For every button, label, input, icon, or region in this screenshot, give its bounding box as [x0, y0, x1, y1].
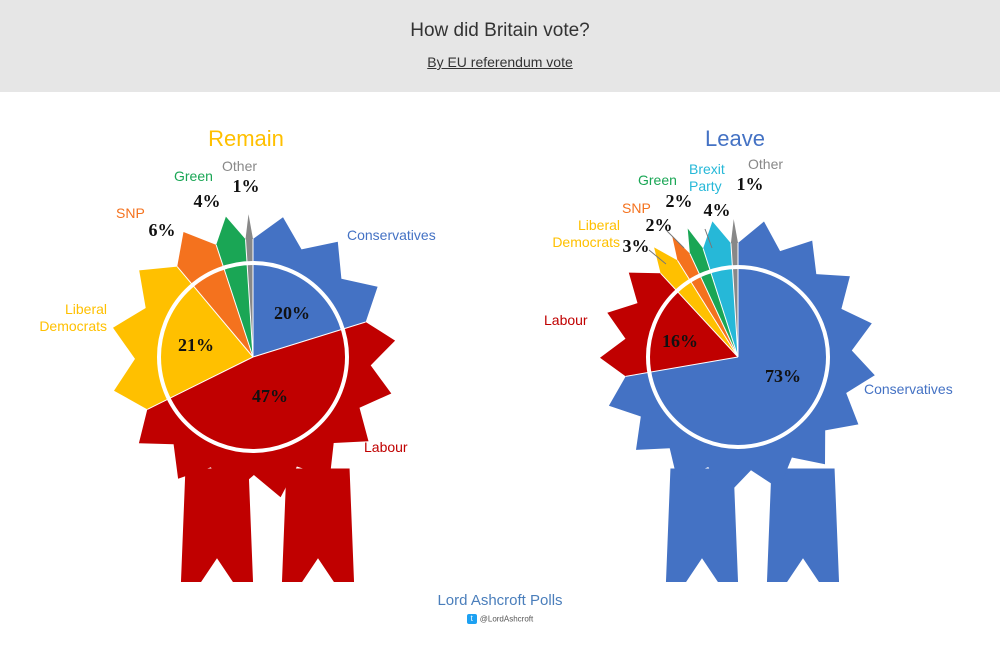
- leave-value-conservatives: 73%: [765, 366, 801, 386]
- remain-label-conservatives: Conservatives: [347, 227, 436, 243]
- remain-label-green: Green: [174, 168, 213, 184]
- leave-value-liberal-democrats: 3%: [623, 236, 650, 256]
- leave-value-other: 1%: [737, 174, 764, 194]
- leave-slice-green: [687, 228, 738, 357]
- remain-rosette-chart: Remain Conservatives Labour Liberal Democrat…: [39, 126, 436, 582]
- leave-slice-separator: [660, 272, 739, 358]
- leave-label-labour: Labour: [544, 312, 588, 328]
- remain-slice-separator: [215, 244, 254, 358]
- leave-value-snp: 2%: [646, 215, 673, 235]
- remain-slice-snp: [177, 232, 253, 357]
- remain-ribbon-tail-2: [278, 465, 358, 582]
- leave-value-labour: 16%: [662, 331, 698, 351]
- leave-label-liberal-democrats: Liberal Democrats: [552, 217, 620, 250]
- remain-value-liberal-democrats: 21%: [178, 335, 214, 355]
- leave-label-snp: SNP: [622, 200, 651, 216]
- leave-slice-separator: [730, 243, 739, 358]
- twitter-handle[interactable]: @LordAshcroft: [479, 614, 534, 624]
- remain-slice-green: [216, 216, 253, 357]
- remain-label-other: Other: [222, 158, 257, 174]
- leave-slice-separator: [677, 260, 739, 358]
- remain-value-green: 4%: [194, 191, 221, 211]
- remain-value-other: 1%: [233, 176, 260, 196]
- remain-white-ring: [157, 261, 349, 453]
- leave-leader-line-2: [666, 230, 685, 249]
- remain-slice-liberal-democrats: [113, 266, 253, 410]
- leave-slice-liberal-democrats: [654, 247, 738, 357]
- remain-slice-labour: [138, 322, 396, 498]
- leave-leader-line-3: [704, 228, 713, 249]
- remain-chart-title: Remain: [208, 126, 284, 151]
- leave-value-green: 2%: [666, 191, 693, 211]
- leave-label-other: Other: [748, 156, 783, 172]
- leave-white-ring: [646, 265, 830, 449]
- remain-label-labour: Labour: [364, 439, 408, 455]
- remain-value-labour: 47%: [252, 386, 288, 406]
- rosette-charts: Remain Conservatives Labour Liberal Democrat…: [39, 126, 953, 582]
- leave-label-conservatives: Conservatives: [864, 381, 953, 397]
- footer-brand: Lord Ashcroft Polls: [437, 592, 563, 609]
- remain-label-liberal-democrats: Liberal Democrats: [39, 301, 107, 334]
- page-subtitle: By EU referendum vote: [427, 54, 573, 70]
- leave-slice-labour: [600, 272, 738, 377]
- leave-slice-snp: [672, 235, 738, 357]
- leave-rosette-chart: Leave Conservatives Labour Liberal Democrats…: [544, 126, 953, 582]
- remain-slice-separator: [147, 356, 254, 410]
- remain-slice-separator: [252, 321, 366, 358]
- leave-ribbon-tail-2: [763, 465, 843, 582]
- leave-slice-separator: [625, 356, 739, 377]
- leave-slice-separator: [702, 248, 739, 358]
- leave-chart-title: Leave: [705, 126, 765, 151]
- leave-label-green: Green: [638, 172, 677, 188]
- remain-value-snp: 6%: [149, 220, 176, 240]
- remain-slice-separator: [245, 239, 254, 358]
- remain-slice-separator: [176, 266, 254, 358]
- header-banner: How did Britain vote? By EU referendum v…: [0, 0, 1000, 92]
- leave-leader-line-1: [648, 249, 667, 265]
- remain-label-snp: SNP: [116, 205, 145, 221]
- leave-label-brexit-party: Brexit Party: [689, 161, 725, 194]
- remain-value-conservatives: 20%: [274, 303, 310, 323]
- footer-handle-row[interactable]: t @LordAshcroft: [0, 614, 1000, 624]
- leave-slice-conservatives: [608, 221, 875, 495]
- twitter-icon[interactable]: t: [466, 614, 477, 624]
- page-title: How did Britain vote?: [410, 20, 590, 41]
- leave-slice-brexit-party: [703, 221, 738, 357]
- leave-value-brexit-party: 4%: [704, 200, 731, 220]
- remain-ribbon-tail-1: [177, 465, 257, 582]
- leave-slice-separator: [689, 253, 739, 358]
